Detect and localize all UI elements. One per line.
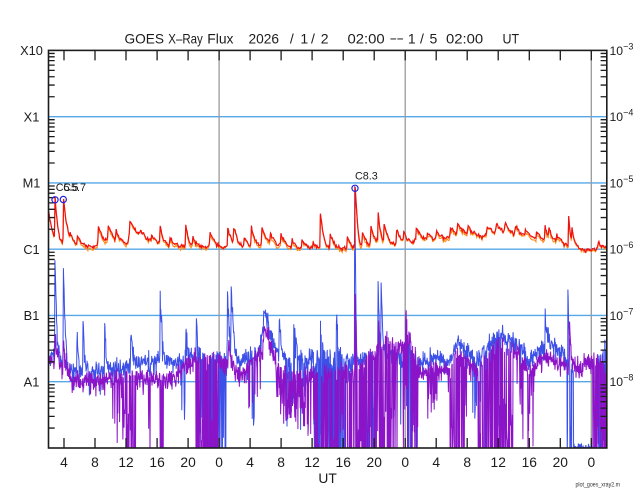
- svg-text:UT: UT: [318, 471, 337, 486]
- svg-text:C5.5: C5.5: [56, 182, 79, 194]
- svg-text:plot_goes_xray2.m: plot_goes_xray2.m: [576, 481, 621, 488]
- svg-text:C8.3: C8.3: [355, 170, 378, 182]
- svg-text:16: 16: [336, 455, 352, 470]
- svg-text:X1: X1: [24, 109, 40, 124]
- svg-text:0: 0: [215, 455, 223, 470]
- svg-text:4: 4: [246, 455, 254, 470]
- svg-text:8: 8: [463, 455, 471, 470]
- svg-text:0: 0: [401, 455, 409, 470]
- svg-text:16: 16: [522, 455, 538, 470]
- svg-text:4: 4: [60, 455, 68, 470]
- svg-text:16: 16: [149, 455, 165, 470]
- svg-text:20: 20: [553, 455, 569, 470]
- svg-text:C5.7: C5.7: [63, 182, 86, 194]
- svg-text:8: 8: [91, 455, 99, 470]
- svg-text:12: 12: [491, 455, 506, 470]
- svg-text:A1: A1: [24, 374, 40, 389]
- svg-text:8: 8: [277, 455, 285, 470]
- svg-text:20: 20: [180, 455, 196, 470]
- svg-text:C1: C1: [23, 242, 39, 257]
- svg-text:0: 0: [587, 455, 595, 470]
- svg-text:12: 12: [304, 455, 319, 470]
- svg-text:12: 12: [118, 455, 133, 470]
- svg-text:4: 4: [432, 455, 440, 470]
- svg-text:20: 20: [367, 455, 383, 470]
- svg-text:B1: B1: [24, 308, 40, 323]
- svg-text:X10: X10: [20, 43, 43, 58]
- svg-text:M1: M1: [23, 176, 41, 191]
